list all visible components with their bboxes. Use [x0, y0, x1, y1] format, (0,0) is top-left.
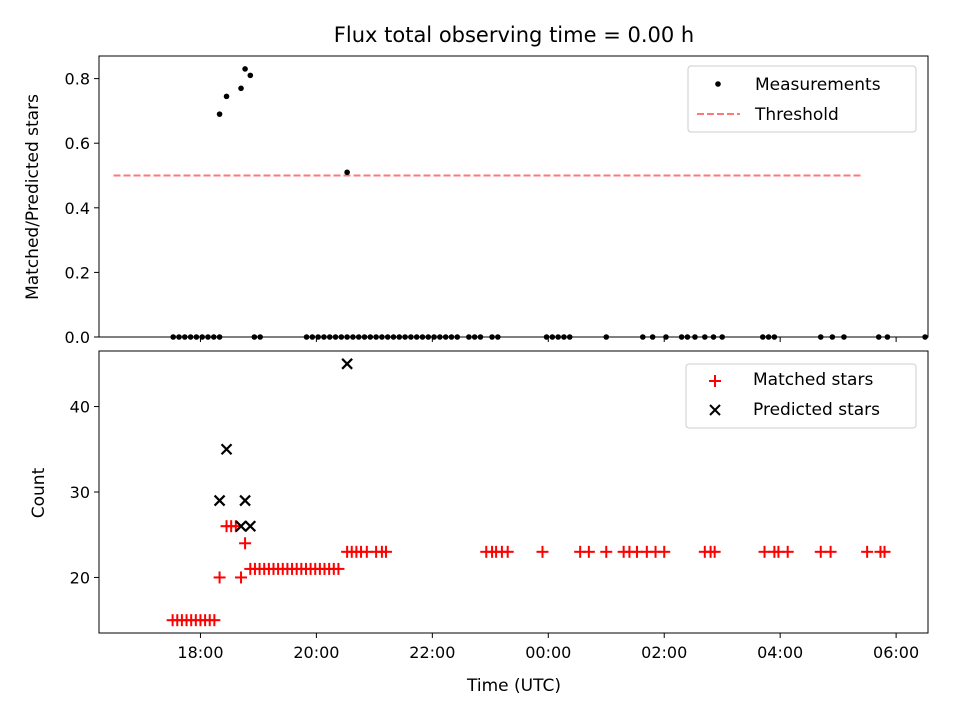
bottom-legend-box [685, 363, 917, 429]
measurement-point [223, 93, 230, 100]
x-tick-label: 04:00 [757, 643, 803, 662]
bottom-y-tick-label: 40 [70, 398, 90, 417]
matched-star-point [582, 545, 595, 558]
predicted-star-point [213, 494, 226, 507]
measurement-point [247, 72, 254, 79]
matched-star-point [501, 545, 514, 558]
bottom-y-axis-label: Count [29, 467, 49, 518]
predicted-star-point [244, 520, 257, 532]
legend-predicted-marker [709, 404, 721, 416]
measurement-point [242, 66, 248, 72]
measurement-point [344, 169, 350, 176]
legend-measurements-marker [715, 81, 721, 87]
matched-star-point [213, 571, 226, 584]
bottom-tick-group: 20 30 40 18:00 20:00 22:00 00:00 02:00 04:00 06:0… [70, 398, 920, 662]
top-axes-frame [98, 55, 929, 338]
x-tick-label: 18:00 [177, 643, 223, 662]
matched-star-point [536, 545, 549, 558]
matched-star-point [781, 545, 794, 558]
measurement-point [238, 85, 244, 92]
matched-star-point [708, 545, 721, 558]
top-axes: 0.00.20.40.60.8 Matched/Predicted stars … [23, 55, 929, 347]
matched-star-point [658, 545, 671, 558]
legend-matched-label: Matched stars [753, 370, 873, 390]
matched-star-point [600, 545, 613, 558]
legend-measurements-label: Measurements [755, 75, 881, 95]
top-y-tick-label: 0.2 [65, 263, 90, 282]
predicted-star-point [341, 358, 353, 370]
bottom-y-tick-label: 20 [70, 568, 90, 587]
x-tick-label: 00:00 [525, 643, 571, 662]
top-y-tick-label: 0.6 [65, 134, 90, 153]
top-y-tick-label: 0.0 [65, 328, 90, 347]
top-tick-group: 0.0 0.2 0.4 0.6 0.8 [65, 70, 897, 347]
bottom-legend: Matched stars Predicted stars [685, 363, 917, 429]
legend-predicted-label: Predicted stars [753, 400, 880, 420]
top-legend: Measurements Threshold [687, 65, 917, 133]
x-tick-label: 22:00 [409, 643, 455, 662]
matched-star-point [235, 571, 248, 584]
chart-title: Flux total observing time = 0.00 h [334, 23, 694, 47]
x-tick-label: 20:00 [293, 643, 339, 662]
bottom-axes-frame [98, 350, 929, 634]
predicted-star-point [220, 443, 233, 456]
predicted-star-point [235, 520, 247, 532]
matched-star-point [239, 537, 252, 550]
matched-star-point [332, 562, 345, 575]
bottom-marks-group [166, 358, 891, 627]
predicted-star-point [239, 494, 251, 507]
matched-star-point [878, 545, 891, 558]
legend-threshold-label: Threshold [754, 105, 839, 125]
matched-star-point [824, 545, 837, 558]
top-y-axis-label: Matched/Predicted stars [23, 94, 43, 300]
top-legend-box [687, 65, 917, 133]
bottom-y-tick-label: 30 [70, 483, 90, 502]
matched-star-point [861, 545, 874, 558]
matched-star-point [208, 614, 221, 627]
legend-matched-marker [709, 375, 721, 387]
top-y-tick-label: 0.8 [65, 70, 90, 89]
x-tick-label: 02:00 [641, 643, 687, 662]
matched-star-point [379, 545, 392, 558]
measurement-point [216, 111, 223, 117]
x-axis-label: Time (UTC) [466, 676, 561, 696]
top-y-tick-label: 0.4 [65, 199, 90, 218]
bottom-axes: 20 30 40 18:00 20:00 22:00 00:00 02:00 04:00 06:0… [29, 350, 929, 696]
x-tick-label: 06:00 [873, 643, 919, 662]
